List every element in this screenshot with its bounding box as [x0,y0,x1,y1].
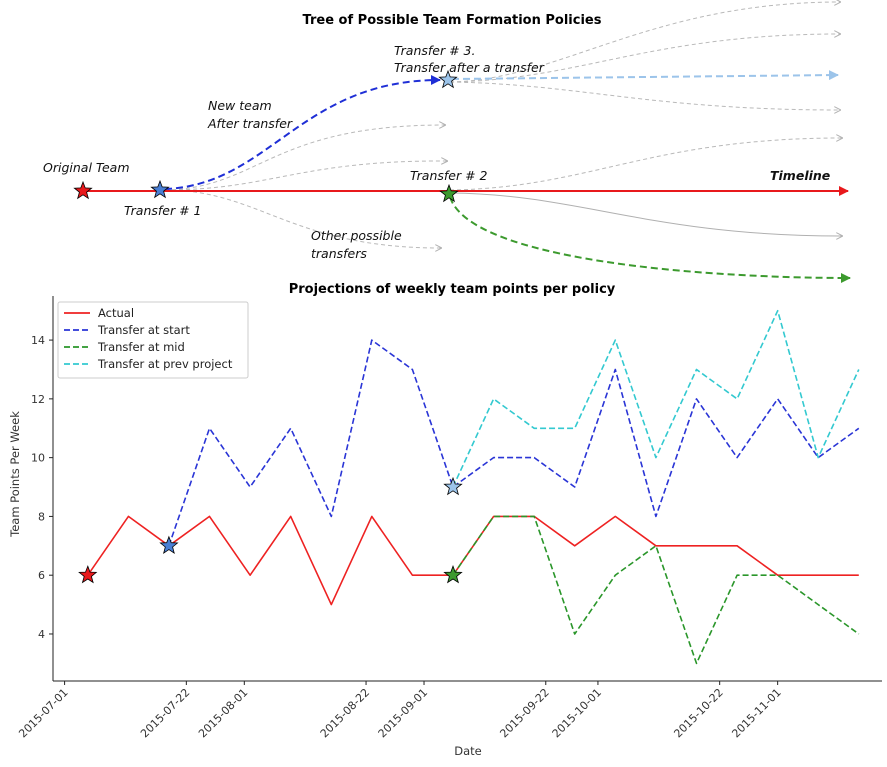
chart-star-marker-0 [78,565,98,584]
label-other-line2: transfers [311,246,367,261]
y-axis-label: Team Points Per Week [8,411,22,538]
chart-markers [78,476,463,584]
x-axis-label: Date [454,744,482,758]
label-transfer-2: Transfer # 2 [410,168,488,183]
legend-label-0: Actual [98,306,134,320]
label-timeline: Timeline [770,168,830,183]
chart-star-marker-3 [443,565,463,584]
x-tick-label: 2015-10-01 [550,686,604,740]
tree-stars [73,69,459,203]
tree-star-transfer-2 [439,183,459,203]
label-transfer-3-line1: Transfer # 3. [394,43,475,58]
branch-other-4 [449,2,840,83]
tree-star-transfer-1 [150,179,170,199]
chart-legend: Actual Transfer at start Transfer at mid Tr… [57,301,249,379]
branch-transfer-prev [451,70,839,81]
branch-other-1 [164,125,445,191]
tree-diagram: Tree of Possible Team Formation Policies… [43,2,851,283]
y-tick-label: 8 [38,510,45,523]
y-tick-label: 10 [31,452,45,465]
x-tick-label: 2015-09-22 [497,686,551,740]
y-tick-label: 6 [38,569,45,582]
chart-title: Projections of weekly team points per po… [289,282,616,297]
branch-other-6 [449,81,840,110]
label-transfer-3-line2: Transfer after a transfer [394,60,545,75]
x-tick-label: 2015-07-22 [138,686,192,740]
y-tick-label: 14 [31,334,45,347]
label-transfer-1: Transfer # 1 [124,203,202,218]
y-tick-label: 12 [31,393,45,406]
x-tick-label: 2015-10-22 [671,686,725,740]
line-chart: Projections of weekly team points per po… [8,282,882,758]
tree-star-original [73,180,93,200]
branch-transfer-mid [449,196,851,283]
series-line-1 [168,339,860,547]
legend-label-2: Transfer at mid [97,340,185,354]
branch-transfer-start [164,75,441,190]
y-tick-label: 4 [38,628,45,641]
x-tick-label: 2015-09-01 [376,686,430,740]
branch-other-7 [449,138,842,191]
label-other-line1: Other possible [311,228,402,243]
label-original-team: Original Team [43,160,130,175]
branch-other-3 [164,189,441,248]
chart-star-marker-2 [443,476,463,496]
legend-label-3: Transfer at prev project [97,357,233,371]
chart-series [87,309,860,665]
tree-star-transfer-3 [438,69,458,89]
label-new-team-line1: New team [208,98,272,113]
label-new-team-line2: After transfer [207,116,293,131]
legend-label-1: Transfer at start [97,323,190,337]
x-tick-label: 2015-08-01 [196,686,250,740]
branch-other-solid [449,192,842,236]
x-tick-label: 2015-08-22 [318,686,372,740]
chart-star-marker-1 [159,535,179,555]
series-line-0 [87,515,859,606]
series-line-3 [452,309,860,488]
series-line-2 [452,515,860,665]
tree-title: Tree of Possible Team Formation Policies [303,13,602,28]
x-tick-label: 2015-07-01 [16,686,70,740]
branch-other-2 [164,161,447,191]
x-tick-label: 2015-11-01 [729,686,783,740]
legend-box [57,301,249,379]
